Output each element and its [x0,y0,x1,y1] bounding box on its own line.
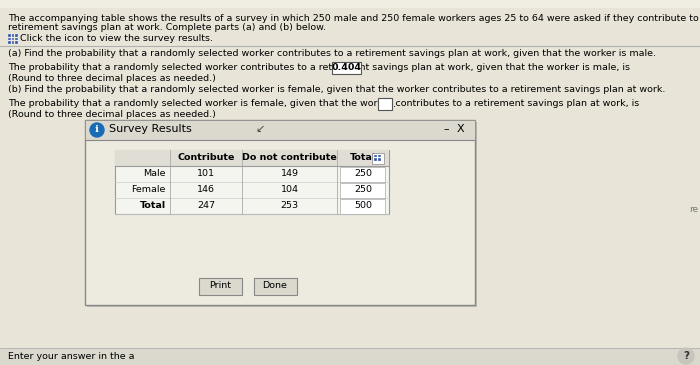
Text: 247: 247 [197,201,215,211]
FancyBboxPatch shape [11,38,14,40]
FancyBboxPatch shape [199,277,241,295]
FancyBboxPatch shape [15,38,18,40]
Text: (Round to three decimal places as needed.): (Round to three decimal places as needed… [8,74,216,83]
FancyBboxPatch shape [115,150,389,166]
Text: 104: 104 [281,185,298,195]
Text: (Round to three decimal places as needed.): (Round to three decimal places as needed… [8,110,216,119]
FancyBboxPatch shape [15,34,18,37]
Text: 250: 250 [354,185,372,195]
FancyBboxPatch shape [115,150,389,214]
FancyBboxPatch shape [372,153,384,164]
Text: .: . [393,100,396,109]
Text: (a) Find the probability that a randomly selected worker contributes to a retire: (a) Find the probability that a randomly… [8,49,656,58]
FancyBboxPatch shape [15,41,18,44]
Text: 500: 500 [354,201,372,211]
FancyBboxPatch shape [332,61,361,73]
Circle shape [678,348,694,364]
FancyBboxPatch shape [85,120,475,305]
FancyBboxPatch shape [374,158,377,161]
FancyBboxPatch shape [11,34,14,37]
FancyBboxPatch shape [377,158,381,161]
Text: (b) Find the probability that a randomly selected worker is female, given that t: (b) Find the probability that a randomly… [8,85,666,94]
Text: Click the icon to view the survey results.: Click the icon to view the survey result… [20,34,213,43]
Text: re: re [689,205,698,214]
FancyBboxPatch shape [377,154,381,157]
FancyBboxPatch shape [85,120,475,140]
FancyBboxPatch shape [253,277,297,295]
Text: 250: 250 [354,169,372,178]
Text: retirement savings plan at work. Complete parts (a) and (b) below.: retirement savings plan at work. Complet… [8,23,326,32]
FancyBboxPatch shape [87,122,477,307]
FancyBboxPatch shape [8,41,10,44]
FancyBboxPatch shape [8,34,10,37]
Text: Enter your answer in the a: Enter your answer in the a [8,352,134,361]
Text: Survey Results: Survey Results [109,124,192,134]
FancyBboxPatch shape [340,199,384,214]
FancyBboxPatch shape [340,182,384,197]
FancyBboxPatch shape [0,8,700,365]
FancyBboxPatch shape [11,41,14,44]
Text: 146: 146 [197,185,215,195]
Text: ?: ? [683,351,689,361]
Text: Contribute: Contribute [177,154,234,162]
Text: Female: Female [132,185,166,195]
FancyBboxPatch shape [0,348,700,365]
Text: 149: 149 [281,169,298,178]
Text: The probability that a randomly selected worker contributes to a retirement savi: The probability that a randomly selected… [8,63,630,72]
Text: Male: Male [144,169,166,178]
FancyBboxPatch shape [340,166,384,181]
Circle shape [90,123,104,137]
FancyBboxPatch shape [8,38,10,40]
FancyBboxPatch shape [374,154,377,157]
Text: –: – [443,124,449,134]
Text: Done: Done [262,281,288,291]
Text: Do not contribute: Do not contribute [242,154,337,162]
Text: The accompanying table shows the results of a survey in which 250 male and 250 f: The accompanying table shows the results… [8,14,700,23]
Text: i: i [95,126,99,134]
Text: 253: 253 [281,201,299,211]
Text: 0.404: 0.404 [331,63,361,72]
Text: Total: Total [140,201,166,211]
Text: ↙: ↙ [255,124,265,134]
Text: 101: 101 [197,169,215,178]
FancyBboxPatch shape [377,97,391,110]
Text: X: X [457,124,465,134]
Text: Total: Total [350,154,376,162]
FancyBboxPatch shape [0,0,700,8]
Text: The probability that a randomly selected worker is female, given that the worker: The probability that a randomly selected… [8,99,639,108]
Text: Print: Print [209,281,231,291]
